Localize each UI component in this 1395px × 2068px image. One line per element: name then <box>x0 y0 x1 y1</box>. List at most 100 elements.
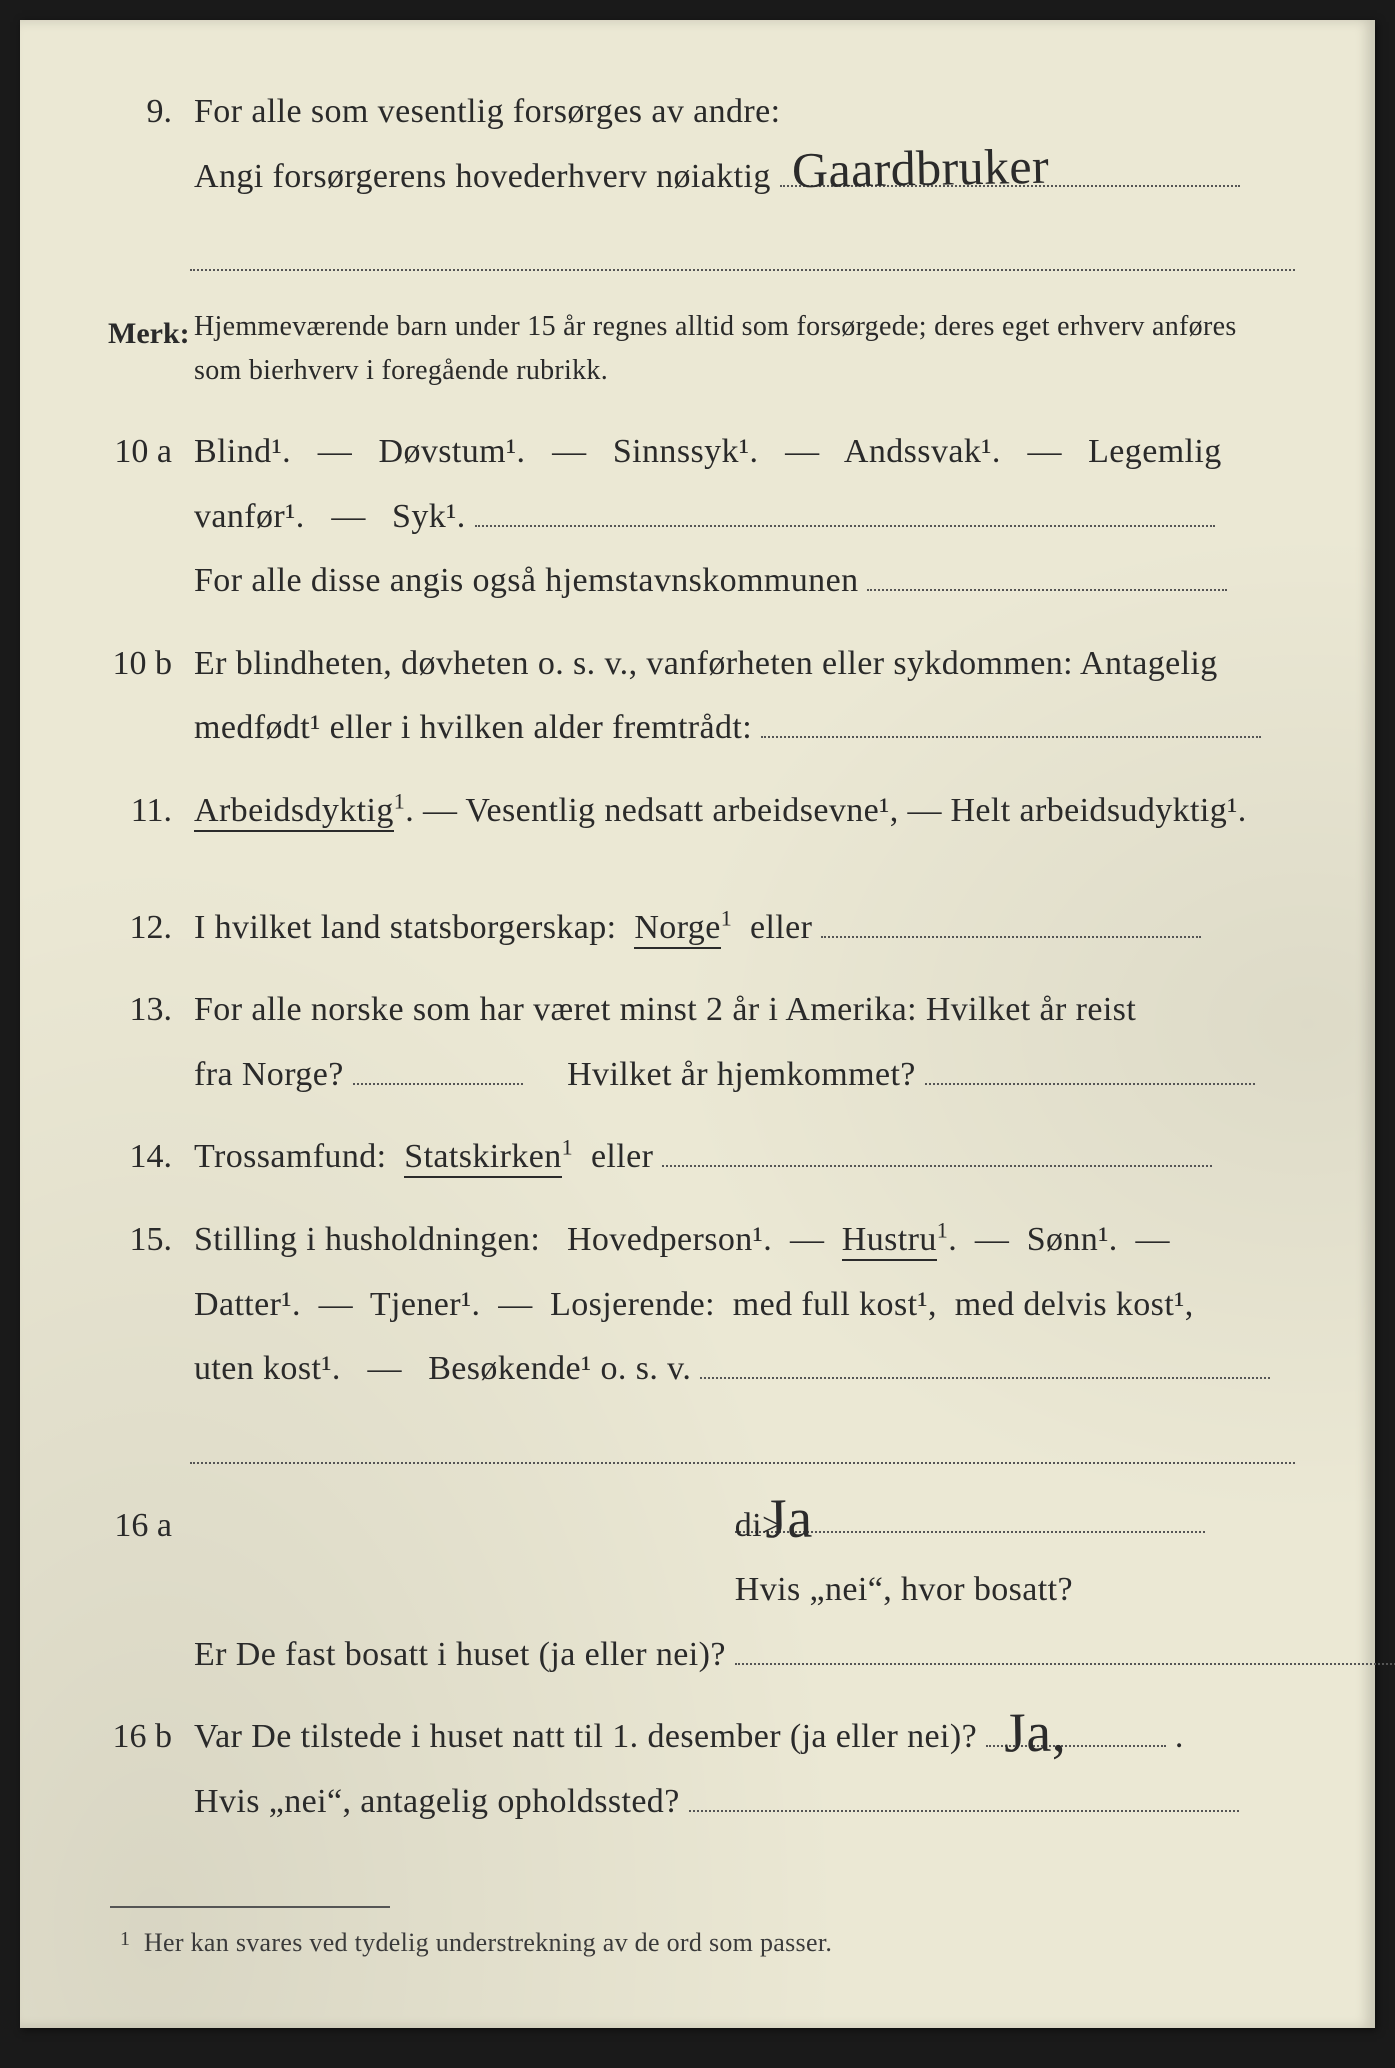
question-15: 15. Stilling i husholdningen: Hovedperso… <box>100 1208 1315 1402</box>
q16b-blank1: Ja, <box>986 1708 1166 1747</box>
q10a-opt-dovstum: Døvstum¹. <box>378 433 525 470</box>
q16b-line2-prefix: Hvis „nei“, antagelig opholdssted? <box>194 1783 680 1820</box>
q12-number: 12. <box>100 896 190 961</box>
census-form-page: 9. For alle som vesentlig forsørges av a… <box>20 20 1375 2028</box>
q13-line2a: fra Norge? <box>194 1056 344 1093</box>
q13-number: 13. <box>100 978 190 1043</box>
q9-line2-prefix: Angi forsørgerens hovederhverv nøiaktig <box>194 158 771 195</box>
q14-opt-a-underlined: Statskirken <box>404 1138 561 1178</box>
q16b-line1-prefix: Var De tilstede i huset natt til 1. dese… <box>194 1718 977 1755</box>
q10a-body: Blind¹. — Døvstum¹. — Sinnssyk¹. — Andss… <box>194 420 1294 614</box>
footnote: 1 Her kan svares ved tydelig understrekn… <box>120 1928 832 1958</box>
question-10b: 10 b Er blindheten, døvheten o. s. v., v… <box>100 632 1315 761</box>
q9-extra-line <box>190 235 1295 271</box>
q9-body: For alle som vesentlig forsørges av andr… <box>194 80 1294 209</box>
q15-line2c1: med full kost¹, <box>733 1286 937 1323</box>
q15-line2c-prefix: Losjerende: <box>550 1286 715 1323</box>
q12-mid: eller <box>750 909 812 946</box>
q15-opt-b-underlined: Hustru <box>842 1221 937 1261</box>
q10a-opt-blind: Blind¹. <box>194 433 291 470</box>
q10b-blank <box>761 699 1261 738</box>
q11-opt-a-underlined: Arbeidsdyktig <box>194 792 394 832</box>
question-16a: 16 a Er De fast bosatt i huset (ja eller… <box>100 1494 1315 1688</box>
q13-blank1 <box>353 1045 523 1084</box>
q10a-number: 10 a <box>100 420 190 485</box>
q12-blank <box>821 898 1201 937</box>
q15-line3b: Besøkende¹ o. s. v. <box>428 1350 691 1387</box>
q15-opt-a: Hovedperson¹. <box>567 1221 772 1258</box>
q14-prefix: Trossamfund: <box>194 1138 386 1175</box>
q13-line1: For alle norske som har været minst 2 år… <box>194 991 1136 1028</box>
merk-text: Hjemmeværende barn under 15 år regnes al… <box>194 305 1284 392</box>
q9-blank: Gaardbruker <box>780 147 1240 186</box>
merk-label: Merk: <box>100 305 190 362</box>
q13-line2b: Hvilket år hjemkommet? <box>567 1056 916 1093</box>
dash: — <box>908 792 942 829</box>
q16a-body: Er De fast bosatt i huset (ja eller nei)… <box>194 1494 1294 1688</box>
q10a-opt-legemlig: Legemlig <box>1088 433 1222 470</box>
dash: — <box>423 792 457 829</box>
q10a-opt-vanfor: vanfør¹. <box>194 498 305 535</box>
question-9: 9. For alle som vesentlig forsørges av a… <box>100 80 1315 209</box>
dash: — <box>1027 433 1061 470</box>
q15-blank <box>700 1340 1270 1379</box>
dash: — <box>785 433 819 470</box>
q14-body: Trossamfund: Statskirken1 eller <box>194 1125 1294 1190</box>
q16b-handwritten: Ja, <box>1003 1680 1067 1787</box>
q15-opt-c: Sønn¹. <box>1027 1221 1118 1258</box>
dash: — <box>552 433 586 470</box>
dash: — <box>331 498 365 535</box>
q15-extra-line <box>190 1428 1295 1464</box>
q11-number: 11. <box>100 779 190 844</box>
q15-opt-b-text: Hustru <box>842 1221 937 1258</box>
q16b-blank2 <box>689 1773 1239 1812</box>
merk-note: Merk: Hjemmeværende barn under 15 år reg… <box>100 305 1315 392</box>
q10a-opt-sinnssyk: Sinnssyk¹. <box>613 433 759 470</box>
q16a-blank2 <box>735 1625 1395 1664</box>
q12-body: I hvilket land statsborgerskap: Norge1 e… <box>194 896 1294 961</box>
q14-number: 14. <box>100 1125 190 1190</box>
q10a-opt-syk: Syk¹. <box>392 498 466 535</box>
q11-opt-b: Vesentlig nedsatt arbeidsevne¹, <box>465 792 898 829</box>
q9-line1: For alle som vesentlig forsørges av andr… <box>194 93 780 130</box>
form-content: 9. For alle som vesentlig forsørges av a… <box>100 80 1315 1853</box>
dash: — <box>975 1221 1009 1258</box>
dash: — <box>1136 1221 1170 1258</box>
q16a-blank1: Ja di> Hvis „nei“, hvor bosatt? <box>735 1494 1205 1533</box>
dash: — <box>318 433 352 470</box>
q14-opt-a-text: Statskirken <box>404 1138 561 1175</box>
q10b-body: Er blindheten, døvheten o. s. v., vanfør… <box>194 632 1294 761</box>
q10a-opt-andssvak: Andssvak¹. <box>844 433 1001 470</box>
q14-mid: eller <box>591 1138 653 1175</box>
q10b-number: 10 b <box>100 632 190 697</box>
q9-handwritten: Gaardbruker <box>791 119 1050 218</box>
q10a-blank2 <box>867 552 1227 591</box>
q10b-line1: Er blindheten, døvheten o. s. v., vanfør… <box>194 645 1218 682</box>
q11-body: Arbeidsdyktig1. — Vesentlig nedsatt arbe… <box>194 779 1294 844</box>
question-11: 11. Arbeidsdyktig1. — Vesentlig nedsatt … <box>100 779 1315 844</box>
dash: — <box>319 1286 353 1323</box>
q15-line3a: uten kost¹. <box>194 1350 341 1387</box>
q11-opt-a-text: Arbeidsdyktig <box>194 792 394 829</box>
q16b-body: Var De tilstede i huset natt til 1. dese… <box>194 1705 1294 1834</box>
q16a-line2-prefix: Hvis „nei“, hvor bosatt? <box>735 1571 1073 1608</box>
q13-blank2 <box>925 1045 1255 1084</box>
q10a-blank1 <box>475 487 1215 526</box>
footnote-marker: 1 <box>120 1928 130 1950</box>
q9-number: 9. <box>100 80 190 145</box>
q15-prefix: Stilling i husholdningen: <box>194 1221 540 1258</box>
q16b-number: 16 b <box>100 1705 190 1770</box>
q14-blank <box>662 1128 1212 1167</box>
dash: — <box>790 1221 824 1258</box>
q10a-line3: For alle disse angis også hjemstavnskomm… <box>194 562 858 599</box>
q12-opt-a-text: Norge <box>634 909 720 946</box>
q15-number: 15. <box>100 1208 190 1273</box>
q15-line2a: Datter¹. <box>194 1286 301 1323</box>
q12-opt-a-underlined: Norge <box>634 909 720 949</box>
q16a-line1-prefix: Er De fast bosatt i huset (ja eller nei)… <box>194 1636 726 1673</box>
footnote-text: Her kan svares ved tydelig understreknin… <box>144 1928 832 1957</box>
q12-prefix: I hvilket land statsborgerskap: <box>194 909 617 946</box>
q16a-number: 16 a <box>100 1494 190 1559</box>
q13-body: For alle norske som har været minst 2 år… <box>194 978 1294 1107</box>
q16a-handwritten: Ja <box>764 1465 813 1572</box>
